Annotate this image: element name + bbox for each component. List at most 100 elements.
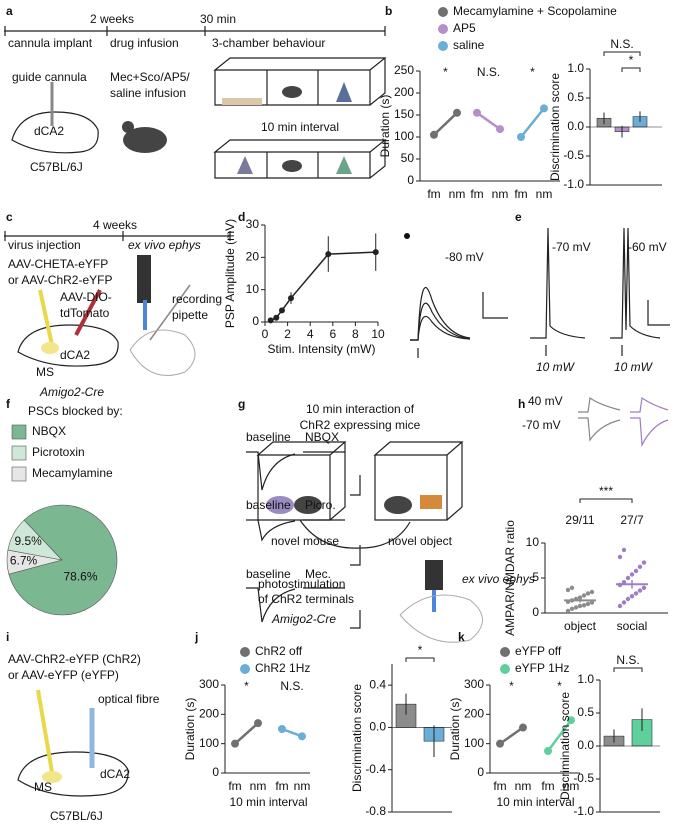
label: drug infusion — [110, 36, 179, 50]
point — [641, 560, 647, 565]
label: dCA2 — [34, 124, 64, 138]
label: 10 min interaction of — [306, 402, 415, 416]
y-tick-label: 100 — [464, 736, 484, 750]
point — [267, 317, 274, 324]
marker — [404, 233, 410, 239]
label: or AAV-eYFP (eYFP) — [8, 668, 119, 682]
label: saline infusion — [110, 86, 186, 100]
label: guide cannula — [12, 70, 87, 84]
ms-site — [42, 771, 62, 783]
panel-letter: b — [385, 4, 392, 18]
y-tick-label: 250 — [394, 63, 414, 77]
line — [499, 726, 524, 745]
label: 4 weeks — [93, 218, 137, 232]
x-tick-label: 10 — [371, 327, 385, 341]
y-tick-label: 1.0 — [577, 672, 594, 686]
bracket — [621, 67, 641, 72]
point — [625, 575, 631, 581]
panel-letter: f — [6, 397, 11, 411]
point — [278, 725, 286, 733]
label: dCA2 — [60, 348, 90, 362]
y-tick-label: -0.5 — [563, 148, 584, 162]
label: novel mouse — [271, 534, 339, 548]
pie-slice — [8, 504, 118, 616]
objective — [425, 560, 443, 590]
annotation: * — [418, 643, 423, 657]
legend-marker — [438, 41, 448, 51]
point — [569, 585, 575, 590]
annotation: N.S. — [477, 65, 500, 79]
x-tick-label: 6 — [329, 327, 336, 341]
x-tick-label: fm — [541, 779, 554, 793]
label: ex vivo ephys — [128, 238, 201, 252]
point — [581, 603, 587, 608]
mouse — [123, 127, 167, 153]
y-tick-label: 0.0 — [567, 119, 584, 133]
value-label: 78.6% — [64, 569, 98, 583]
y-tick-label: 0 — [252, 314, 259, 328]
legend-title: PSCs blocked by: — [28, 404, 123, 418]
legend-label: eYFP off — [515, 644, 562, 658]
point — [544, 747, 552, 755]
point — [453, 108, 461, 117]
y-axis-label: AMPAR/NMDAR ratio — [503, 520, 517, 636]
label: MS — [34, 780, 52, 794]
annotation: * — [557, 679, 562, 693]
y-tick-label: -0.5 — [573, 771, 594, 785]
y-tick-label: 0.5 — [567, 90, 584, 104]
x-tick-label: nm — [250, 779, 267, 793]
label: of ChR2 terminals — [258, 592, 354, 606]
value-label: 9.5% — [14, 534, 42, 548]
chamber — [256, 441, 464, 549]
legend-swatch — [11, 424, 27, 440]
y-axis-label: Duration (s) — [378, 95, 392, 158]
label: 10 min interval — [261, 120, 339, 134]
label: baseline — [246, 498, 291, 512]
x-tick-label: fm — [514, 187, 527, 201]
label: recording — [172, 292, 222, 306]
y-tick-label: -1.0 — [573, 804, 594, 818]
label: -70 mV — [552, 240, 591, 254]
panel-letter: a — [6, 4, 13, 18]
point — [287, 295, 294, 302]
legend-label: AP5 — [453, 21, 476, 35]
panel-letter: e — [515, 210, 522, 224]
point — [589, 589, 595, 595]
legend-label: NBQX — [32, 424, 66, 438]
y-tick-label: 200 — [464, 707, 484, 721]
y-tick-label: 0.0 — [369, 720, 386, 734]
label: tdTomato — [60, 306, 110, 320]
point — [637, 564, 643, 569]
label: Amigo2-Cre — [39, 385, 104, 399]
y-tick-label: 150 — [394, 107, 414, 121]
y-tick-label: 0.5 — [577, 705, 594, 719]
point — [254, 719, 262, 728]
point — [641, 585, 647, 590]
legend-marker — [500, 664, 510, 674]
brain — [11, 111, 99, 154]
y-tick-label: -0.8 — [365, 804, 386, 818]
line — [433, 111, 458, 136]
y-tick-label: 0 — [212, 765, 219, 779]
panel-letter: d — [238, 210, 245, 224]
point — [625, 596, 631, 602]
mouse-head — [122, 121, 134, 133]
label: MS — [36, 365, 54, 379]
legend-marker — [240, 647, 250, 657]
point — [519, 723, 527, 732]
y-tick-label: 200 — [394, 85, 414, 99]
mouse — [266, 496, 294, 514]
annotation: 29/11 — [565, 513, 594, 527]
point — [372, 249, 379, 256]
label: photostimulation — [258, 577, 345, 591]
y-tick-label: 0 — [532, 605, 539, 619]
mouse — [294, 496, 322, 514]
y-axis-label: Discrimination score — [548, 73, 562, 181]
psc-traces — [246, 451, 361, 629]
y-tick-label: 300 — [464, 677, 484, 691]
label: virus injection — [8, 238, 81, 252]
legend-marker — [438, 24, 448, 34]
timeline-a — [4, 26, 386, 36]
y-axis-label: PSP Amplitude (mV) — [223, 219, 237, 328]
value-label: 6.7% — [10, 554, 38, 568]
